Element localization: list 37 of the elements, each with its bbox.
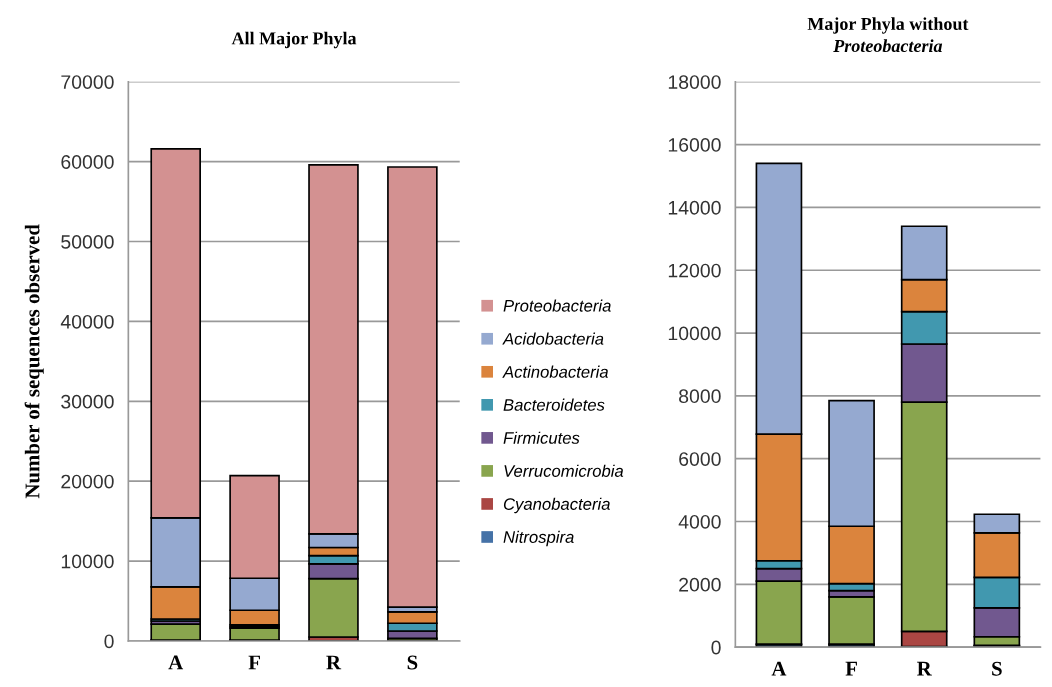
y-tick-label: 0 <box>711 640 721 655</box>
legend-label: Verrucomicrobia <box>504 464 624 477</box>
x-tick-label: S <box>992 661 1002 676</box>
x-tick-label: R <box>326 655 342 670</box>
legend-label: Proteobacteria <box>503 299 611 312</box>
y-tick-label: 10000 <box>668 326 721 341</box>
y-tick-label: 2000 <box>679 577 721 592</box>
y-axis-title: Number of sequences observed <box>24 224 44 499</box>
x-tick-label: S <box>407 655 418 670</box>
x-tick-label: A <box>771 661 787 676</box>
y-tick-label: 30000 <box>61 394 114 409</box>
legend-label: Nitrospira <box>503 530 574 547</box>
legend-label: Cyanobacteria <box>503 497 610 514</box>
legend-label: Firmicutes <box>503 431 580 444</box>
y-tick-label: 12000 <box>668 263 721 278</box>
y-tick-label: 10000 <box>61 554 114 569</box>
x-tick-label: F <box>845 661 857 676</box>
legend-label: Acidobacteria <box>502 332 604 345</box>
y-tick-label: 40000 <box>60 314 114 329</box>
chart-title: All Major Phyla <box>231 31 357 49</box>
x-tick-label: R <box>917 661 932 676</box>
x-tick-label: A <box>168 655 184 670</box>
y-tick-label: 14000 <box>668 200 721 215</box>
legend-label: Actinobacteria <box>502 365 609 378</box>
y-tick-label: 8000 <box>679 389 721 404</box>
legend-label: Bacteroidetes <box>503 398 605 411</box>
y-tick-label: 0 <box>104 634 114 649</box>
y-tick-label: 50000 <box>61 235 114 249</box>
y-tick-label: 20000 <box>61 474 114 489</box>
y-tick-label: 16000 <box>668 138 721 152</box>
y-tick-label: 60000 <box>61 155 114 169</box>
chart-title: Major Phyla without Proteobacteria <box>807 17 969 53</box>
y-tick-label: 70000 <box>61 75 114 89</box>
x-tick-label: F <box>248 655 260 670</box>
y-tick-label: 6000 <box>679 452 721 466</box>
y-tick-label: 4000 <box>678 514 721 529</box>
y-tick-label: 18000 <box>668 75 721 89</box>
